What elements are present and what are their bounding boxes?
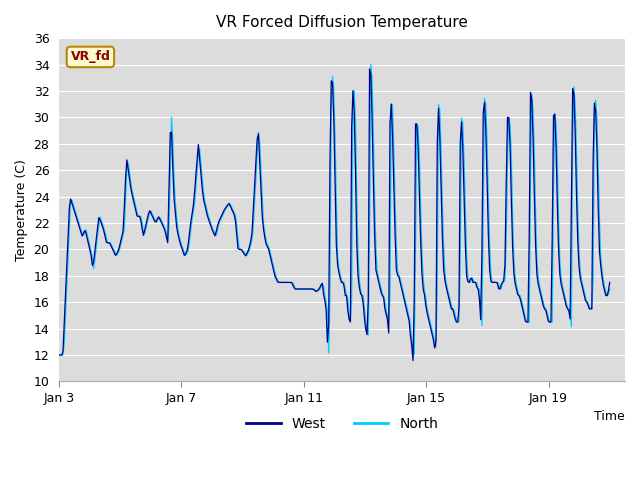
Y-axis label: Temperature (C): Temperature (C) bbox=[15, 159, 28, 261]
Legend: West, North: West, North bbox=[240, 411, 444, 436]
Text: VR_fd: VR_fd bbox=[70, 50, 110, 63]
X-axis label: Time: Time bbox=[595, 410, 625, 423]
Title: VR Forced Diffusion Temperature: VR Forced Diffusion Temperature bbox=[216, 15, 468, 30]
